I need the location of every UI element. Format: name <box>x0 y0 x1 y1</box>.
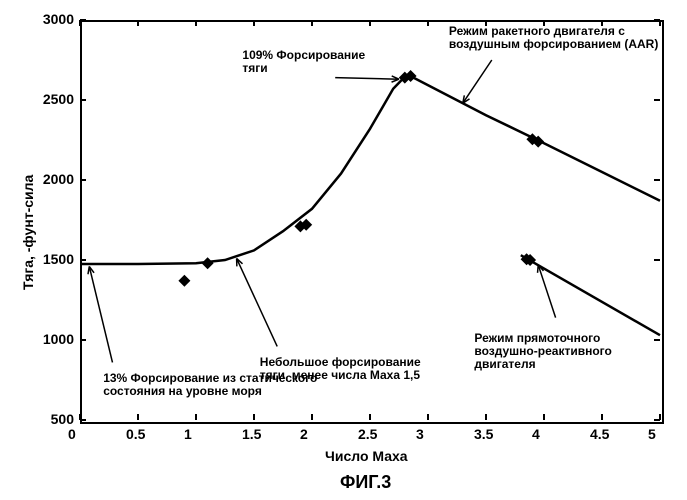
x-tick-label: 2 <box>300 426 308 442</box>
x-tick-label: 0 <box>68 426 76 442</box>
y-tick-label: 2000 <box>43 171 74 187</box>
x-tick-label: 5 <box>648 426 656 442</box>
x-tick-label: 3 <box>416 426 424 442</box>
x-tick-label: 1.5 <box>242 426 261 442</box>
x-tick-label: 2.5 <box>358 426 377 442</box>
x-tick-label: 4.5 <box>590 426 609 442</box>
annotation-a1: 109% Форсированиетяги <box>242 49 402 75</box>
x-tick-label: 4 <box>532 426 540 442</box>
y-tick-label: 1000 <box>43 331 74 347</box>
y-tick-label: 2500 <box>43 91 74 107</box>
annotation-a4: Небольшое форсированиетяги, менее числа … <box>260 356 440 382</box>
y-tick-label: 1500 <box>43 251 74 267</box>
x-tick-label: 3.5 <box>474 426 493 442</box>
annotation-a5: Режим прямоточноговоздушно-реактивногодв… <box>474 332 654 372</box>
annotation-a2: Режим ракетного двигателя своздушным фор… <box>449 25 687 51</box>
y-tick-label: 3000 <box>43 11 74 27</box>
x-tick-label: 0.5 <box>126 426 145 442</box>
y-tick-label: 500 <box>51 411 74 427</box>
x-tick-label: 1 <box>184 426 192 442</box>
